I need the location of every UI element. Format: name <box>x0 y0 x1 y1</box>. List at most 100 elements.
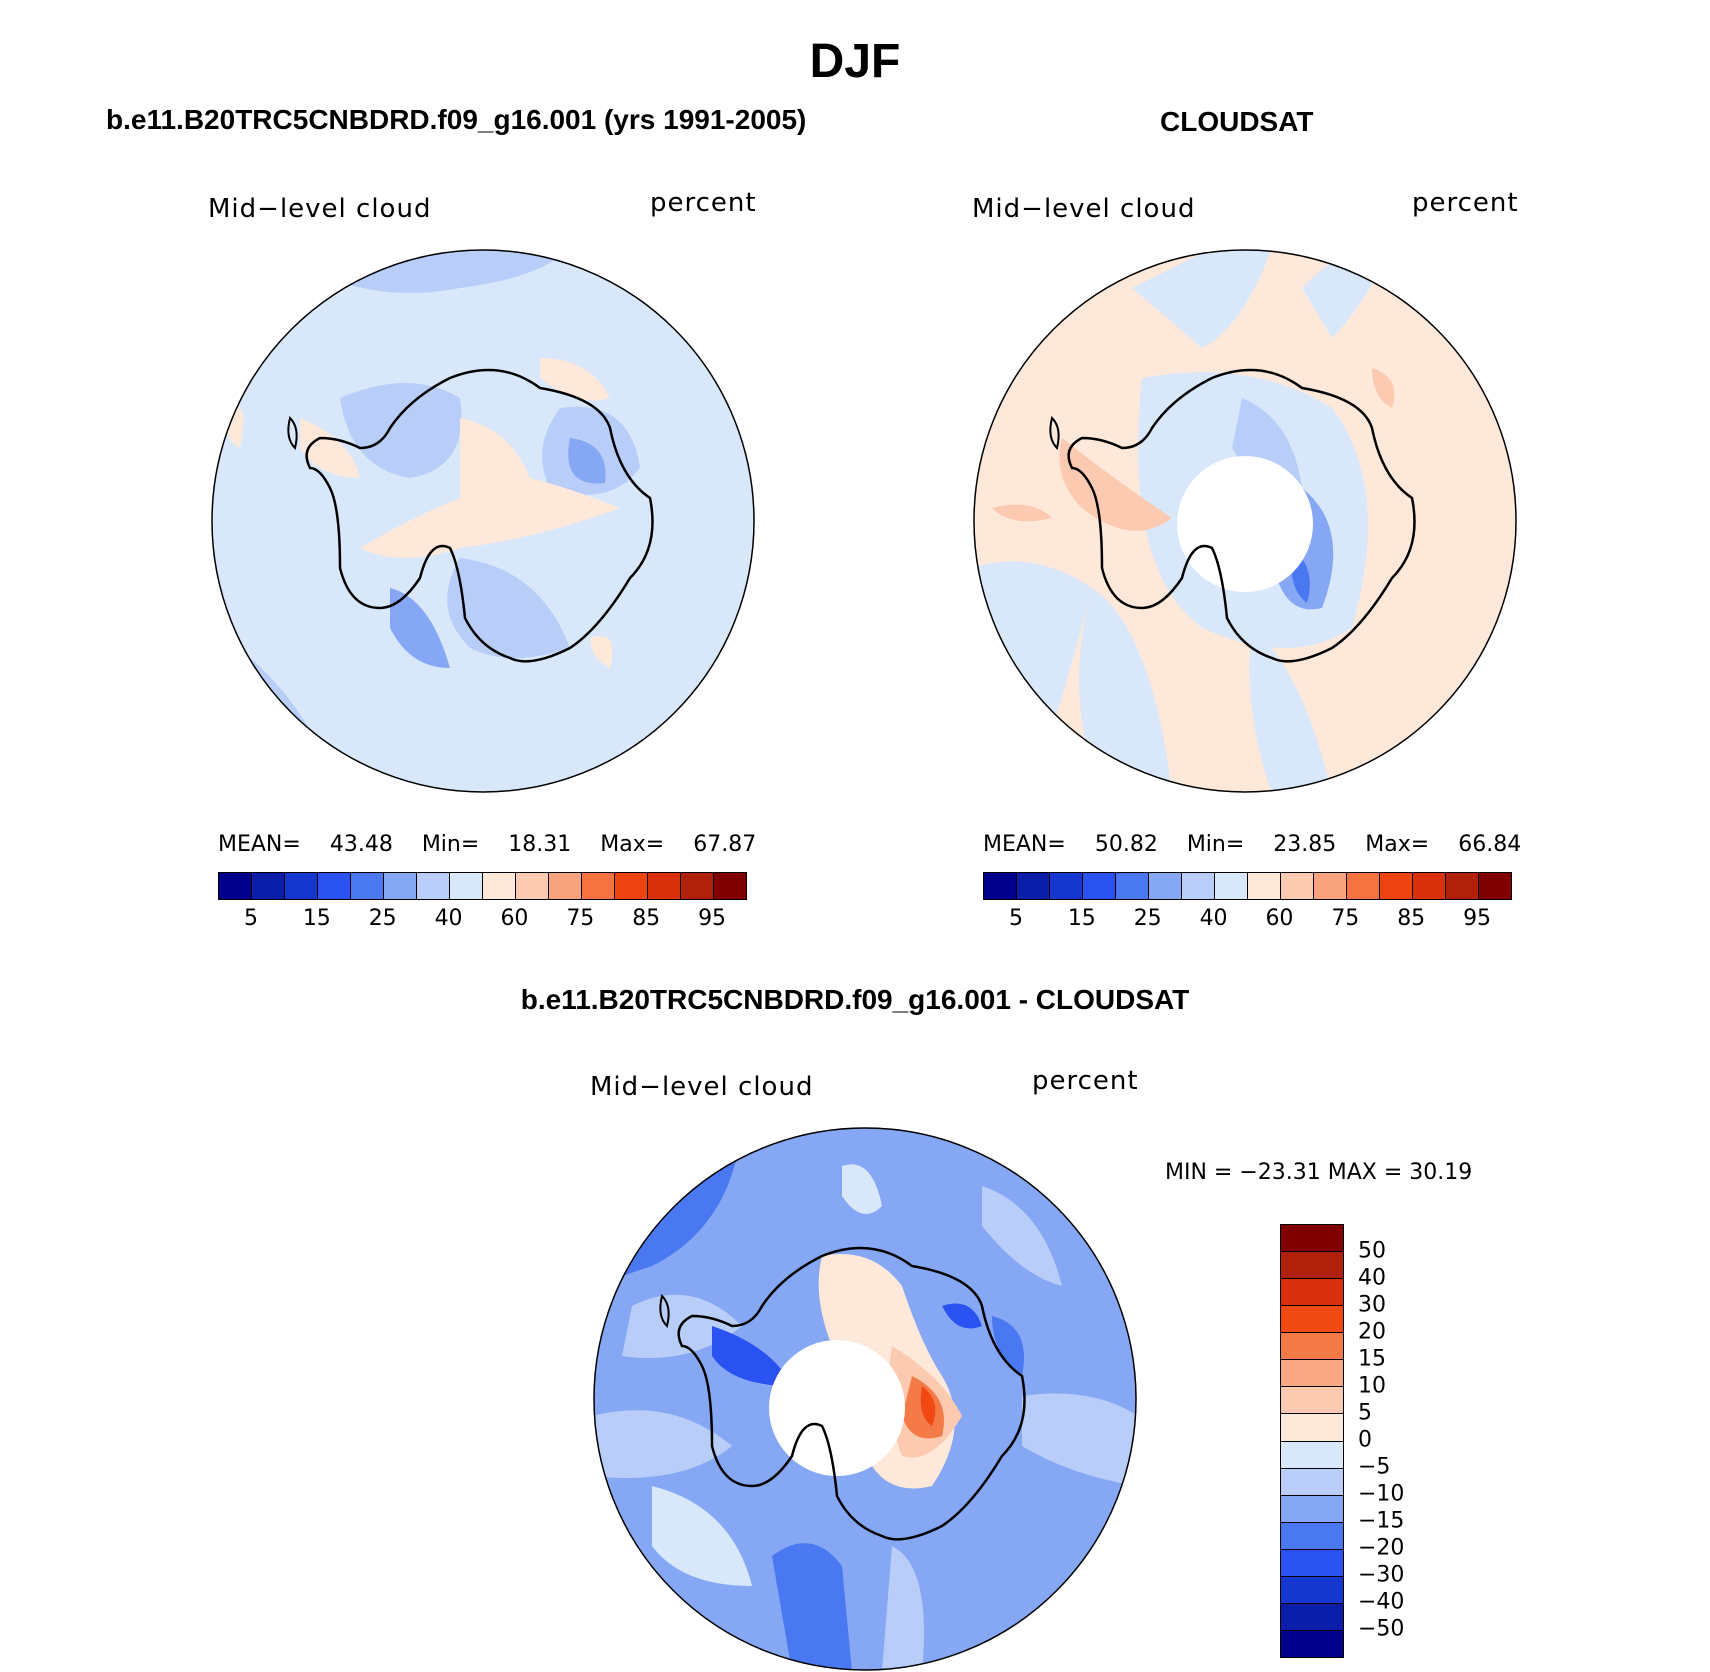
panel2-colorbar-box <box>1380 873 1413 899</box>
panel1-colorbar-box <box>318 873 351 899</box>
panel1-mean-label: MEAN= <box>218 832 301 857</box>
panel2-colorbar-box <box>1017 873 1050 899</box>
panel1-map-border <box>211 249 755 793</box>
panel3-colorbar-box <box>1281 1360 1343 1388</box>
panel2-colorbar-tick-label: 85 <box>1397 906 1426 931</box>
panel1-mean-value: 43.48 <box>329 832 393 857</box>
panel2-colorbar-box <box>1248 873 1281 899</box>
panel3-colorbar-tick-label: 50 <box>1358 1238 1386 1264</box>
panel1-min-label: Min= <box>421 832 480 857</box>
panel2-max-label: Max= <box>1365 832 1430 857</box>
panel1-colorbar-box <box>681 873 714 899</box>
panel1-colorbar-box <box>648 873 681 899</box>
panel1-colorbar-box <box>417 873 450 899</box>
panel1-colorbar-box <box>516 873 549 899</box>
panel2-units-label: percent <box>1412 188 1519 218</box>
panel2-colorbar-box <box>1479 873 1511 899</box>
panel3-minmax: MIN = −23.31 MAX = 30.19 <box>1165 1160 1473 1185</box>
panel2-colorbar-tick-label: 95 <box>1463 906 1492 931</box>
panel3-colorbar-tick-label: 20 <box>1358 1319 1386 1345</box>
panel1-colorbar-box <box>582 873 615 899</box>
panel3-colorbar-box <box>1281 1549 1343 1577</box>
panel2-variable-label: Mid−level cloud <box>972 194 1196 224</box>
panel2-colorbar-box <box>1413 873 1446 899</box>
panel1-stats: MEAN= 43.48 Min= 18.31 Max= 67.87 <box>218 832 756 857</box>
panel1-colorbar-box <box>483 873 516 899</box>
panel1-colorbar-tick-label: 15 <box>302 906 331 931</box>
panel3-colorbar-box <box>1281 1225 1343 1253</box>
panel2-min-value: 23.85 <box>1273 832 1337 857</box>
panel1-colorbar-ticks: 5 15 25 40 60 75 85 95 <box>218 906 745 932</box>
panel1-colorbar-tick-label: 60 <box>500 906 529 931</box>
panel2-colorbar-box <box>984 873 1017 899</box>
panel1-colorbar-box <box>351 873 384 899</box>
panel2-stats: MEAN= 50.82 Min= 23.85 Max= 66.84 <box>983 832 1521 857</box>
panel1-colorbar-box <box>285 873 318 899</box>
panel3-colorbar-ticks: 50 40 30 20 15 10 5 0 −5 −10 −15 −20 −30 −40 −50 <box>1358 1224 1438 1656</box>
panel3-colorbar-tick-label: 10 <box>1358 1373 1386 1399</box>
panel1-units-label: percent <box>650 188 757 218</box>
panel3-colorbar-tick-label: −15 <box>1358 1508 1405 1534</box>
panel3-colorbar-box <box>1281 1387 1343 1415</box>
panel2-colorbar-box <box>1050 873 1083 899</box>
panel3-colorbar-tick-label: 15 <box>1358 1346 1386 1372</box>
panel3-colorbar-tick-label: −20 <box>1358 1535 1405 1561</box>
panel1-colorbar-tick-label: 5 <box>243 906 258 931</box>
panel3-colorbar <box>1280 1224 1344 1658</box>
panel2-colorbar-box <box>1116 873 1149 899</box>
panel2-colorbar <box>983 872 1512 900</box>
panel3-colorbar-tick-label: −5 <box>1358 1454 1391 1480</box>
panel3-title: b.e11.B20TRC5CNBDRD.f09_g16.001 - CLOUDS… <box>520 984 1190 1015</box>
panel3-colorbar-box <box>1281 1630 1343 1657</box>
panel3-polar-map <box>593 1127 1137 1671</box>
panel1-colorbar-box <box>549 873 582 899</box>
panel1-polar-map <box>211 249 755 793</box>
panel2-colorbar-tick-label: 25 <box>1133 906 1162 931</box>
panel3-colorbar-tick-label: 0 <box>1358 1427 1372 1453</box>
panel2-colorbar-box <box>1446 873 1479 899</box>
panel3-colorbar-box <box>1281 1414 1343 1442</box>
panel2-colorbar-box <box>1083 873 1116 899</box>
panel3-colorbar-box <box>1281 1576 1343 1604</box>
panel2-colorbar-tick-label: 60 <box>1265 906 1294 931</box>
panel1-colorbar-tick-label: 85 <box>632 906 661 931</box>
panel3-colorbar-box <box>1281 1603 1343 1631</box>
panel2-colorbar-tick-label: 40 <box>1199 906 1228 931</box>
panel2-colorbar-tick-label: 5 <box>1008 906 1023 931</box>
panel1-colorbar-tick-label: 40 <box>434 906 463 931</box>
panel3-colorbar-box <box>1281 1522 1343 1550</box>
panel1-max-value: 67.87 <box>693 832 757 857</box>
panel3-colorbar-tick-label: 5 <box>1358 1400 1372 1426</box>
panel2-title: CLOUDSAT <box>1160 106 1314 137</box>
panel3-colorbar-box <box>1281 1279 1343 1307</box>
panel2-mean-value: 50.82 <box>1094 832 1158 857</box>
panel1-colorbar-box <box>219 873 252 899</box>
panel3-colorbar-tick-label: −50 <box>1358 1616 1405 1642</box>
panel1-max-label: Max= <box>600 832 665 857</box>
panel3-colorbar-tick-label: −10 <box>1358 1481 1405 1507</box>
panel3-colorbar-tick-label: 30 <box>1358 1292 1386 1318</box>
panel3-colorbar-box <box>1281 1252 1343 1280</box>
panel1-colorbar-box <box>252 873 285 899</box>
panel2-colorbar-box <box>1149 873 1182 899</box>
panel1-colorbar-tick-label: 75 <box>566 906 595 931</box>
panel1-title: b.e11.B20TRC5CNBDRD.f09_g16.001 (yrs 199… <box>106 104 807 135</box>
panel3-variable-label: Mid−level cloud <box>590 1072 814 1102</box>
panel1-colorbar-tick-label: 25 <box>368 906 397 931</box>
panel2-colorbar-box <box>1215 873 1248 899</box>
panel1-colorbar-tick-label: 95 <box>698 906 727 931</box>
panel3-colorbar-tick-label: 40 <box>1358 1265 1386 1291</box>
panel2-colorbar-tick-label: 75 <box>1331 906 1360 931</box>
panel2-colorbar-box <box>1314 873 1347 899</box>
panel2-max-value: 66.84 <box>1458 832 1522 857</box>
panel2-colorbar-box <box>1281 873 1314 899</box>
panel3-colorbar-box <box>1281 1333 1343 1361</box>
panel1-colorbar-box <box>450 873 483 899</box>
panel2-colorbar-box <box>1182 873 1215 899</box>
panel2-polar-map <box>973 249 1517 793</box>
panel2-map-border <box>973 249 1517 793</box>
panel3-units-label: percent <box>1032 1066 1139 1096</box>
panel1-colorbar-box <box>714 873 746 899</box>
panel3-colorbar-tick-label: −40 <box>1358 1589 1405 1615</box>
panel3-colorbar-box <box>1281 1495 1343 1523</box>
